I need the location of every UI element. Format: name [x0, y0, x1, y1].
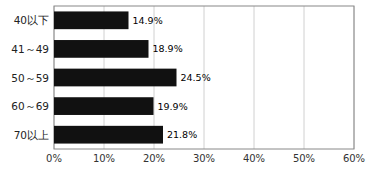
plot-frame [54, 6, 354, 149]
bars [54, 11, 177, 143]
data-label: 19.9% [158, 101, 188, 112]
grid-line [304, 6, 305, 149]
x-tick-label: 50% [293, 153, 315, 164]
chart: 0% 10% 20% 30% 40% 50% 60% 40以下 41～49 50～59 60～69 7… [0, 0, 368, 169]
x-tick-label: 0% [46, 153, 62, 164]
x-tick-label: 10% [93, 153, 115, 164]
y-tick-label: 70以上 [14, 129, 49, 141]
bar [54, 126, 163, 144]
bar [54, 11, 129, 29]
bar [54, 69, 177, 87]
data-label: 21.8% [167, 129, 197, 140]
x-tick-label: 40% [243, 153, 265, 164]
bar [54, 40, 149, 58]
y-tick-label: 60～69 [11, 100, 49, 112]
bar [54, 97, 154, 115]
data-label: 24.5% [181, 72, 211, 83]
x-tick-label: 20% [143, 153, 165, 164]
y-tick-label: 50～59 [11, 72, 49, 84]
grid [54, 6, 354, 149]
grid-line [254, 6, 255, 149]
x-tick-label: 60% [343, 153, 365, 164]
data-label: 14.9% [133, 15, 163, 26]
data-label: 18.9% [153, 43, 183, 54]
y-tick-label: 40以下 [14, 14, 49, 26]
chart-container: 0% 10% 20% 30% 40% 50% 60% 40以下 41～49 50～59 60～69 7… [0, 0, 368, 169]
y-tick-label: 41～49 [11, 43, 49, 55]
x-tick-label: 30% [193, 153, 215, 164]
